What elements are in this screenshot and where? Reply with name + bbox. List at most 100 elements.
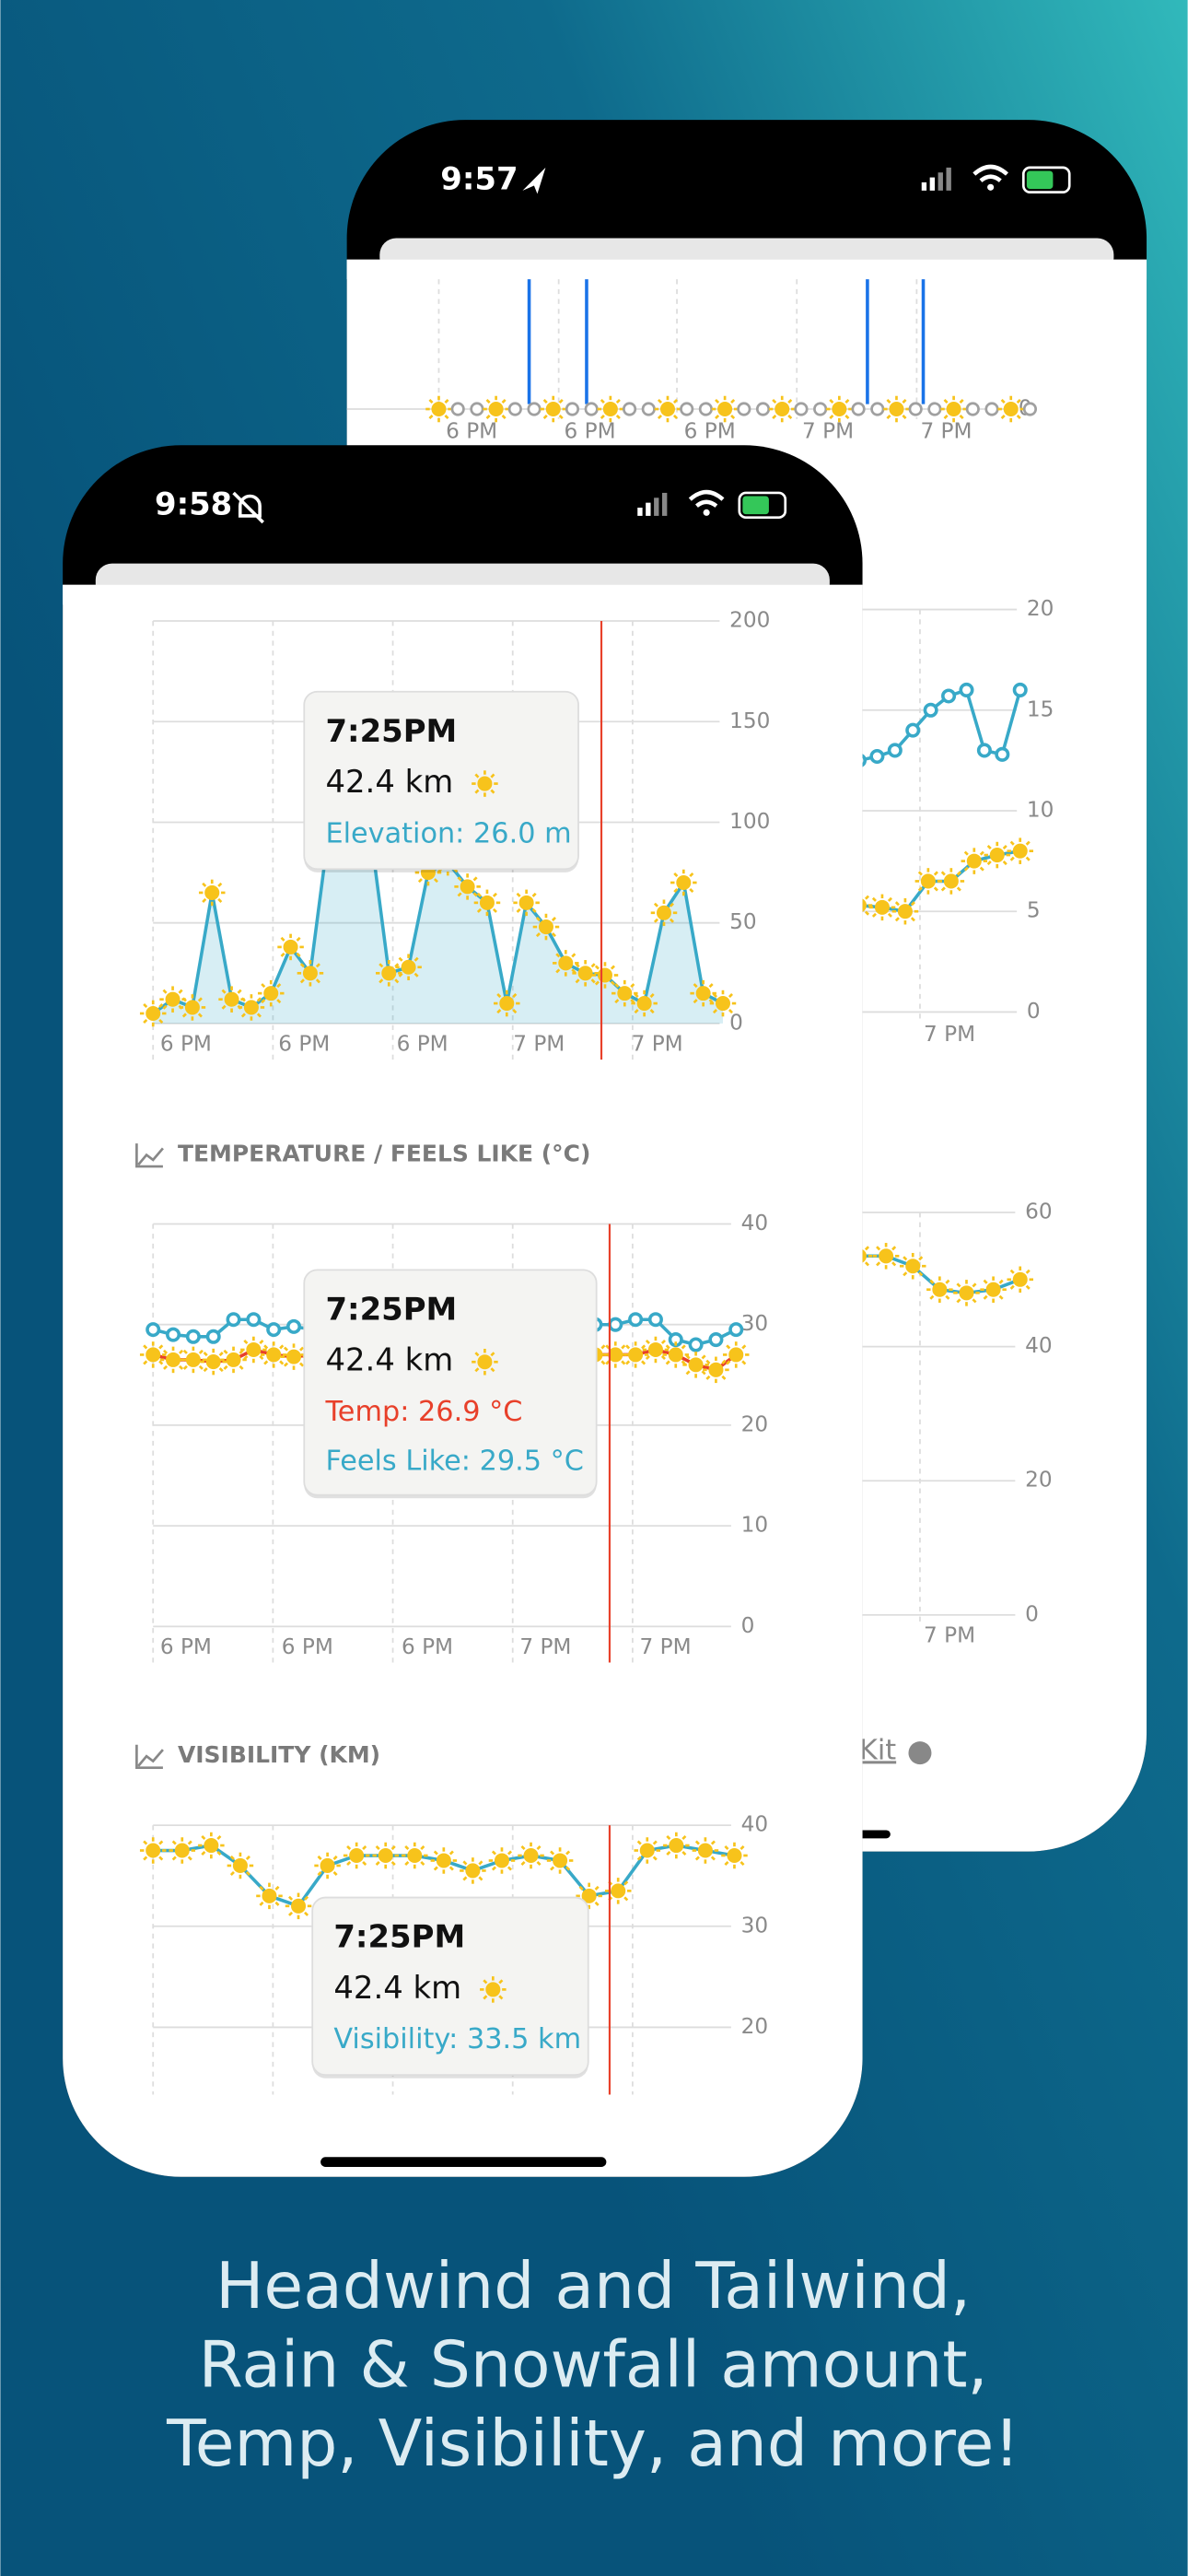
ring-marker — [887, 743, 903, 758]
sun-ray — [187, 1856, 192, 1861]
sun-ray — [1016, 398, 1021, 404]
sun-marker — [997, 395, 1024, 423]
sun-ray — [641, 1360, 646, 1365]
ring-marker — [959, 682, 974, 697]
sun-ray — [223, 1349, 228, 1354]
sun-ray — [485, 414, 491, 420]
x-tick-label: 6 PM — [278, 1032, 330, 1057]
sun-core — [204, 884, 220, 900]
sun-core — [378, 1847, 393, 1864]
sun-ray — [239, 1349, 244, 1354]
sun-marker — [654, 395, 681, 423]
sun-ray — [390, 1860, 396, 1867]
tooltip-time: 7:25PM — [325, 1291, 457, 1327]
sun-ray — [197, 997, 203, 1002]
sun-ray — [203, 1367, 208, 1373]
y-tick-label: 0 — [729, 1010, 743, 1035]
sun-ray — [721, 1359, 727, 1364]
sun-ray — [162, 989, 168, 994]
sun-ray — [535, 917, 541, 922]
sun-ray — [143, 1002, 148, 1008]
sun-ray — [741, 1360, 747, 1365]
sun-ray — [158, 1018, 164, 1025]
sun-ray — [474, 789, 480, 794]
sun-ray — [304, 1895, 309, 1901]
sun-ray — [143, 1840, 148, 1845]
sun-ray — [317, 1870, 322, 1876]
sun-ray — [216, 1851, 222, 1856]
sun-marker — [1007, 1266, 1033, 1294]
sun-ray — [636, 1840, 642, 1845]
sun-marker — [280, 1343, 308, 1370]
sun-core — [889, 401, 904, 417]
sun-core — [226, 1352, 241, 1367]
ring-marker — [905, 722, 921, 738]
sun-ray — [657, 398, 662, 404]
ring-marker — [995, 746, 1010, 762]
sun-ray — [158, 1002, 164, 1008]
sun-ray — [496, 993, 502, 999]
sun-ray — [536, 1860, 542, 1867]
sun-ray — [171, 1840, 177, 1845]
sun-ray — [256, 1013, 262, 1018]
sun-ray — [404, 1860, 410, 1867]
y-tick-label: 150 — [729, 708, 770, 733]
y-tick-label: 40 — [1025, 1333, 1053, 1358]
tooltip-line: Temp: 26.9 °C — [324, 1396, 522, 1428]
sun-ray — [1002, 845, 1007, 850]
sun-ray — [379, 978, 384, 984]
sun-core — [966, 853, 982, 869]
sun-ray — [649, 1009, 655, 1014]
sun-ray — [243, 1339, 249, 1344]
sun-ray — [259, 1901, 264, 1906]
sun-ray — [398, 956, 403, 962]
sun-marker — [572, 960, 599, 987]
sun-ray — [578, 1885, 584, 1891]
ring-marker — [608, 1317, 623, 1332]
sun-ray — [910, 901, 915, 907]
sun-ray — [171, 1856, 177, 1861]
sun-marker — [980, 1276, 1007, 1303]
sun-ray — [287, 1895, 294, 1901]
sun-ray — [669, 902, 675, 907]
sun-core — [905, 1259, 921, 1274]
sun-core — [946, 401, 961, 417]
sun-core — [165, 991, 181, 1007]
sun-ray — [740, 1844, 745, 1851]
sun-core — [602, 401, 618, 417]
sun-core — [499, 996, 515, 1012]
sun-ray — [404, 1844, 410, 1851]
sun-ray — [891, 1246, 897, 1251]
sun-ray — [590, 963, 596, 968]
sun-ray — [666, 1834, 671, 1841]
sun-ray — [902, 414, 907, 420]
sun-ray — [590, 978, 596, 984]
x-tick-label: 7 PM — [640, 1634, 692, 1659]
sun-ray — [375, 1844, 380, 1851]
sun-ray — [575, 978, 580, 984]
sun-core — [349, 1847, 365, 1864]
sun-ray — [600, 1360, 606, 1365]
sun-ray — [498, 1995, 504, 2000]
sun-ray — [239, 1364, 244, 1370]
sun-ray — [594, 965, 600, 970]
sun-ray — [886, 414, 891, 420]
tooltip-line: Feels Like: 29.5 °C — [325, 1446, 584, 1478]
sun-ray — [693, 983, 698, 989]
sun-ray — [555, 968, 561, 974]
sun-marker — [546, 1847, 574, 1874]
sun-ray — [614, 999, 620, 1004]
sun-ray — [652, 1840, 658, 1845]
sun-ray — [1025, 856, 1031, 861]
sun-ray — [600, 414, 605, 420]
sun-core — [611, 1883, 626, 1899]
sun-ray — [550, 1850, 555, 1856]
sun-ray — [203, 1352, 208, 1357]
dot-marker — [565, 402, 580, 416]
sun-ray — [181, 997, 187, 1002]
sun-ray — [256, 997, 262, 1002]
ring-marker — [146, 1322, 161, 1338]
sun-ray — [520, 1844, 526, 1851]
sun-ray — [491, 1866, 496, 1871]
sun-marker — [480, 1976, 507, 2003]
